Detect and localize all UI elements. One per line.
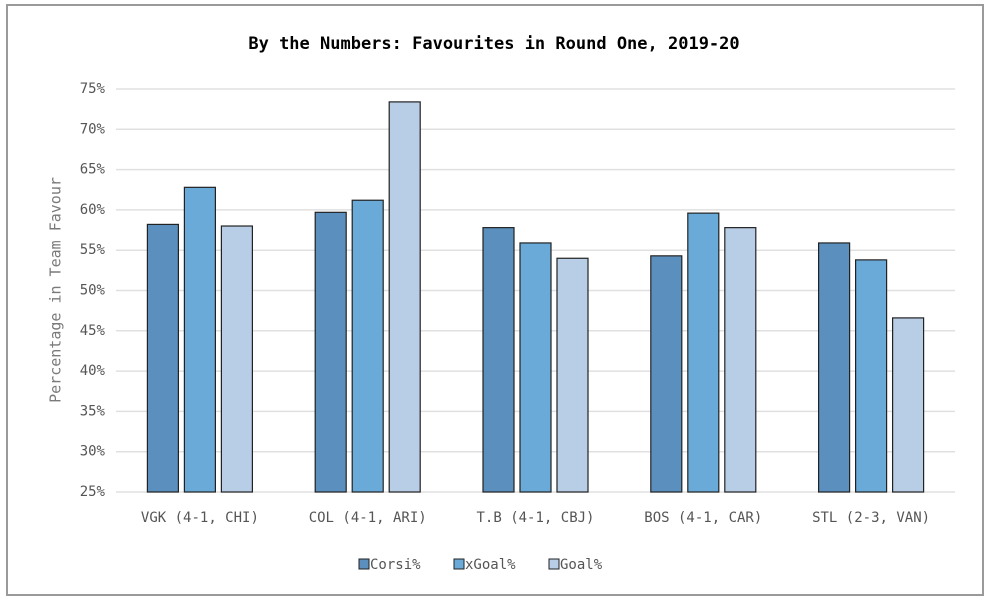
legend-label: Corsi% [370,557,421,573]
bar [183,186,216,493]
bar [220,225,253,493]
bar [687,212,720,493]
legend-label: Goal% [560,557,603,573]
bar [724,227,757,493]
y-tick-label: 60% [80,202,106,218]
x-tick-label: STL (2-3, VAN) [812,510,930,526]
legend-swatch [548,558,560,570]
bar [891,317,925,493]
bar [314,211,347,493]
bar [556,257,589,493]
x-tick-label: VGK (4-1, CHI) [141,510,259,526]
y-tick-label: 35% [80,403,106,419]
legend-label: xGoal% [465,557,516,573]
bar [519,242,552,493]
y-tick-label: 30% [80,444,106,460]
bar [817,242,851,493]
y-tick-label: 25% [80,484,106,500]
x-tick-label: BOS (4-1, CAR) [644,510,762,526]
legend-swatch [358,558,370,570]
x-tick-label: COL (4-1, ARI) [309,510,427,526]
chart-title: By the Numbers: Favourites in Round One,… [248,34,739,54]
bar [146,223,179,493]
bar [351,199,384,493]
y-tick-label: 50% [80,283,106,299]
y-tick-label: 40% [80,363,106,379]
y-axis-label: Percentage in Team Favour [47,177,65,403]
y-tick-label: 45% [80,323,106,339]
bar [388,101,421,493]
bar [650,255,683,493]
y-tick-label: 70% [80,121,106,137]
y-tick-label: 65% [80,162,106,178]
x-tick-label: T.B (4-1, CBJ) [476,510,594,526]
y-tick-label: 55% [80,242,106,258]
bar [854,259,888,493]
bar [482,227,515,493]
y-tick-label: 75% [80,81,106,97]
legend-swatch [453,558,465,570]
